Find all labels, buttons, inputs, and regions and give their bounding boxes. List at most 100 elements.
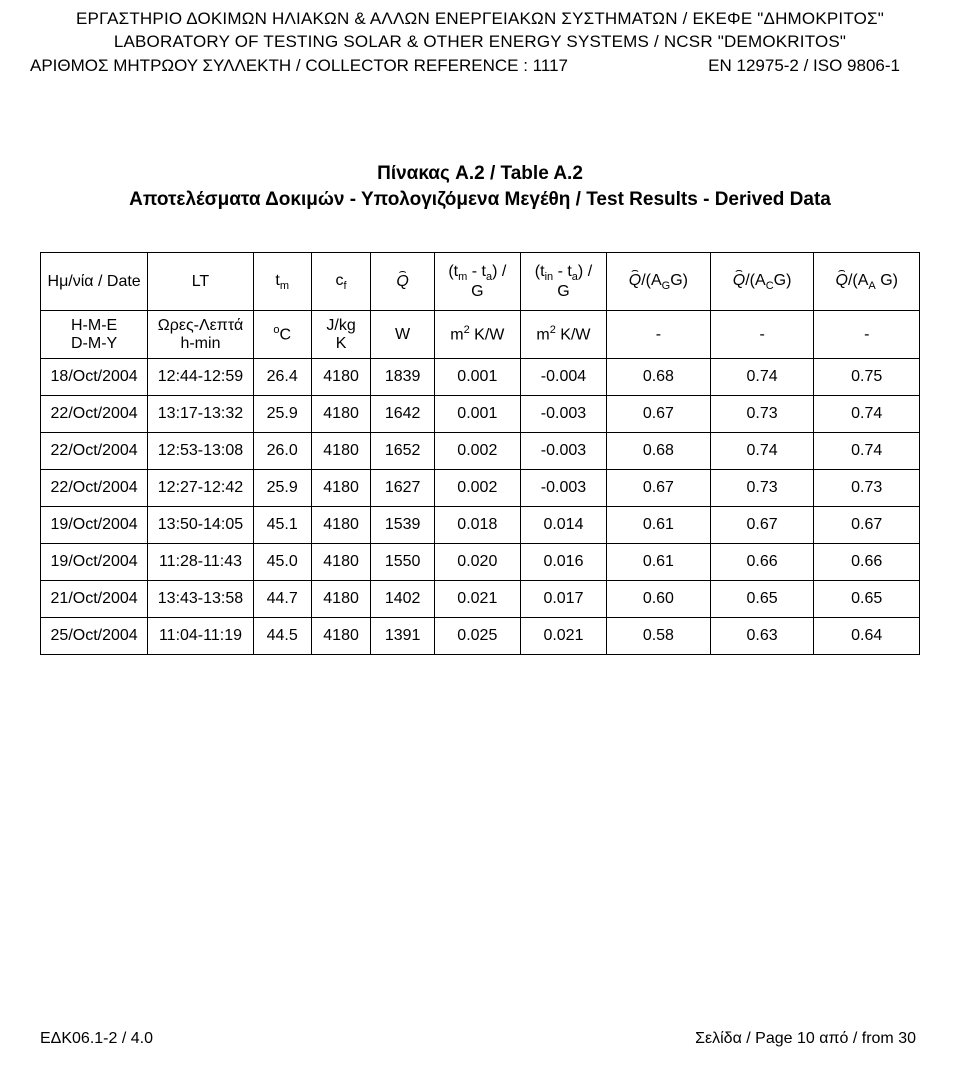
table-cell: 0.001 <box>434 396 520 433</box>
table-row: 22/Oct/200412:53-13:0826.0418016520.002-… <box>41 433 920 470</box>
table-title-block: Πίνακας A.2 / Table A.2 Αποτελέσματα Δοκ… <box>0 76 960 212</box>
units-cf: J/kg K <box>311 311 371 359</box>
table-cell: 0.67 <box>814 507 920 544</box>
table-cell: 12:44-12:59 <box>148 359 253 396</box>
table-cell: -0.003 <box>520 433 606 470</box>
table-cell: 0.63 <box>710 618 814 655</box>
table-cell: 0.002 <box>434 470 520 507</box>
u5-pre: m <box>450 327 463 344</box>
table-cell: 0.73 <box>710 396 814 433</box>
table-cell: 0.017 <box>520 581 606 618</box>
cf-sub: f <box>344 280 347 292</box>
table-cell: 0.67 <box>607 396 711 433</box>
table-cell: 11:04-11:19 <box>148 618 253 655</box>
table-cell: 22/Oct/2004 <box>41 396 148 433</box>
table-cell: 0.65 <box>814 581 920 618</box>
table-cell: 21/Oct/2004 <box>41 581 148 618</box>
table-cell: 19/Oct/2004 <box>41 507 148 544</box>
footer-doc-code: ΕΔΚ06.1-2 / 4.0 <box>40 1030 153 1048</box>
table-cell: 0.016 <box>520 544 606 581</box>
table-cell: 18/Oct/2004 <box>41 359 148 396</box>
header-line-2: LABORATORY OF TESTING SOLAR & OTHER ENER… <box>0 31 960 54</box>
table-cell: 12:27-12:42 <box>148 470 253 507</box>
table-row: 19/Oct/200413:50-14:0545.1418015390.0180… <box>41 507 920 544</box>
table-cell: 1550 <box>371 544 434 581</box>
table-cell: 45.1 <box>253 507 311 544</box>
table-cell: 22/Oct/2004 <box>41 433 148 470</box>
u2-text: C <box>279 327 291 344</box>
table-cell: 13:43-13:58 <box>148 581 253 618</box>
col-qaag-header: ⌢Q/(AA G) <box>814 253 920 311</box>
table-cell: 12:53-13:08 <box>148 433 253 470</box>
table-cell: 25/Oct/2004 <box>41 618 148 655</box>
table-cell: 22/Oct/2004 <box>41 470 148 507</box>
u6-post: K/W <box>556 327 591 344</box>
table-cell: 0.75 <box>814 359 920 396</box>
table-cell: 0.014 <box>520 507 606 544</box>
table-units-row: Η-Μ-Ε D-M-Y Ωρες-Λεπτά h-min oC J/kg K W… <box>41 311 920 359</box>
table-cell: 0.65 <box>710 581 814 618</box>
page-footer: ΕΔΚ06.1-2 / 4.0 Σελίδα / Page 10 από / f… <box>0 1030 960 1048</box>
table-cell: 0.67 <box>710 507 814 544</box>
table-row: 22/Oct/200413:17-13:3225.9418016420.001-… <box>41 396 920 433</box>
table-cell: 0.61 <box>607 507 711 544</box>
table-cell: 4180 <box>311 359 371 396</box>
table-cell: 4180 <box>311 544 371 581</box>
u3-bot: K <box>314 335 369 353</box>
table-cell: 0.020 <box>434 544 520 581</box>
results-table: Ημ/νία / Date LT tm cf ⌢Q (tm - ta) / G <box>40 252 920 655</box>
col-tinta-header: (tin - ta) / G <box>520 253 606 311</box>
table-row: 18/Oct/200412:44-12:5926.4418018390.001-… <box>41 359 920 396</box>
c7-sub: G <box>662 280 671 292</box>
units-lt: Ωρες-Λεπτά h-min <box>148 311 253 359</box>
col-q-header: ⌢Q <box>371 253 434 311</box>
table-cell: -0.004 <box>520 359 606 396</box>
table-cell: 1652 <box>371 433 434 470</box>
u6-pre: m <box>536 327 549 344</box>
document-header: ΕΡΓΑΣΤΗΡΙΟ ΔΟΚΙΜΩΝ ΗΛΙΑΚΩΝ & ΑΛΛΩΝ ΕΝΕΡΓ… <box>0 0 960 76</box>
table-cell: 0.73 <box>710 470 814 507</box>
table-cell: 4180 <box>311 396 371 433</box>
table-cell: 1839 <box>371 359 434 396</box>
table-cell: 0.001 <box>434 359 520 396</box>
col-tmta-header: (tm - ta) / G <box>434 253 520 311</box>
table-cell: 0.67 <box>607 470 711 507</box>
table-cell: 0.021 <box>434 581 520 618</box>
table-cell: 25.9 <box>253 470 311 507</box>
units-tmta: m2 K/W <box>434 311 520 359</box>
table-cell: 0.002 <box>434 433 520 470</box>
units-qaag: - <box>814 311 920 359</box>
c6-bot: G <box>525 283 602 301</box>
c7-end: G) <box>670 272 688 289</box>
footer-page-num: 10 <box>797 1030 815 1047</box>
table-cell: 13:50-14:05 <box>148 507 253 544</box>
units-q: W <box>371 311 434 359</box>
c6-sub1: in <box>545 271 554 283</box>
table-cell: 1391 <box>371 618 434 655</box>
units-qagg: - <box>607 311 711 359</box>
table-row: 22/Oct/200412:27-12:4225.9418016270.002-… <box>41 470 920 507</box>
table-cell: 0.025 <box>434 618 520 655</box>
c9-end: G) <box>876 272 898 289</box>
table-cell: 4180 <box>311 433 371 470</box>
c5-bot: G <box>439 283 516 301</box>
c5-end: ) / <box>492 263 506 280</box>
table-cell: 0.66 <box>814 544 920 581</box>
units-tinta: m2 K/W <box>520 311 606 359</box>
table-cell: 0.74 <box>814 433 920 470</box>
table-cell: 26.4 <box>253 359 311 396</box>
table-cell: 4180 <box>311 470 371 507</box>
footer-page-counter: Σελίδα / Page 10 από / from 30 <box>695 1030 916 1048</box>
table-cell: 44.7 <box>253 581 311 618</box>
col-qagg-header: ⌢Q/(AGG) <box>607 253 711 311</box>
table-row: 21/Oct/200413:43-13:5844.7418014020.0210… <box>41 581 920 618</box>
c9-sub: A <box>868 280 875 292</box>
units-tm: oC <box>253 311 311 359</box>
col-lt-header: LT <box>148 253 253 311</box>
col-cf-header: cf <box>311 253 371 311</box>
col-tm-header: tm <box>253 253 311 311</box>
table-cell: 0.60 <box>607 581 711 618</box>
table-cell: 1642 <box>371 396 434 433</box>
table-row: 25/Oct/200411:04-11:1944.5418013910.0250… <box>41 618 920 655</box>
table-cell: 0.66 <box>710 544 814 581</box>
